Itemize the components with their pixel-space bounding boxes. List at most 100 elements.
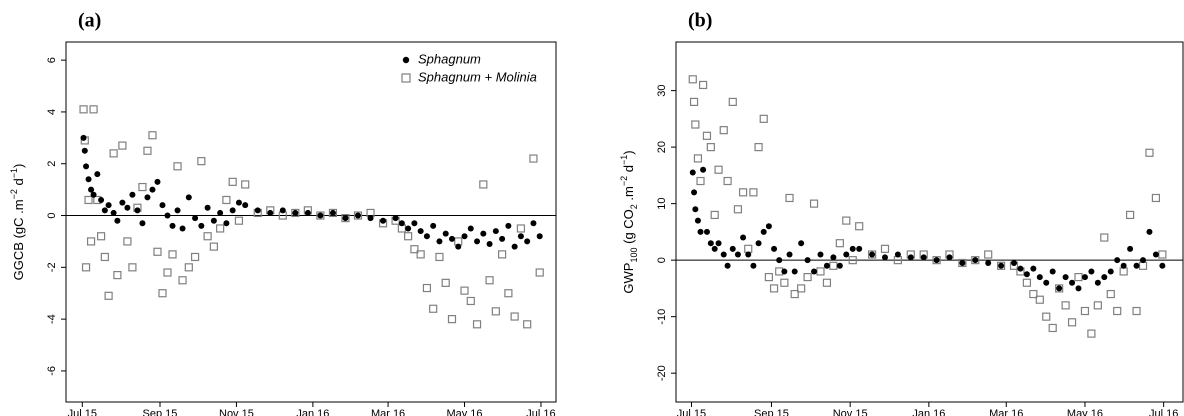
point <box>316 211 325 220</box>
point <box>1126 210 1135 220</box>
point <box>460 286 469 295</box>
y-axis-label-part: (g CO <box>621 209 636 247</box>
point <box>292 209 299 216</box>
point <box>1146 228 1153 235</box>
point <box>829 261 838 270</box>
point <box>1093 301 1102 310</box>
point <box>706 143 715 152</box>
legend-label: Sphagnum <box>418 51 481 66</box>
point <box>85 176 92 183</box>
point <box>84 195 93 205</box>
point <box>410 245 419 254</box>
point <box>724 262 731 269</box>
point <box>849 245 856 252</box>
point <box>88 186 95 193</box>
point <box>485 276 494 285</box>
y-axis-label-part: ) <box>621 150 636 154</box>
y-tick-label: -6 <box>46 366 58 376</box>
x-tick-label: Jul 15 <box>68 408 97 416</box>
point <box>1011 259 1017 266</box>
y-axis-label-part: d <box>11 178 26 189</box>
x-tick-label: Nov 15 <box>219 408 254 416</box>
point <box>197 157 206 166</box>
panel: (b) GWP100 (g CO2 .m−2 d−1) -20 -10 0 10 20 30 J… <box>619 10 1184 416</box>
point <box>203 232 212 241</box>
point <box>744 244 753 253</box>
point <box>1138 261 1148 270</box>
point <box>83 163 90 170</box>
point <box>1158 250 1167 259</box>
point <box>720 251 727 258</box>
point <box>328 208 338 218</box>
point <box>138 182 147 192</box>
point <box>184 263 193 272</box>
point <box>134 207 141 214</box>
y-tick-label: -20 <box>656 365 668 381</box>
point <box>234 216 244 225</box>
panel: (a) GGCB (gC .m−2 d−1) -6 -4 -2 0 2 4 6 Jul 15 Sep… <box>9 10 557 416</box>
point <box>749 188 758 197</box>
point <box>241 180 250 189</box>
point <box>1145 148 1154 157</box>
point <box>855 222 864 231</box>
x-tick-label: Jan 16 <box>912 408 945 416</box>
y-axis-label-part: −2 <box>619 176 629 186</box>
point <box>714 165 723 174</box>
point <box>698 80 708 90</box>
point <box>1049 268 1056 275</box>
point <box>1120 262 1127 269</box>
point <box>817 251 824 258</box>
point <box>354 212 361 219</box>
point <box>80 134 87 141</box>
y-tick-label: -2 <box>46 262 58 272</box>
point <box>745 251 752 258</box>
point <box>693 154 703 163</box>
point <box>769 284 779 293</box>
point <box>719 126 728 135</box>
point <box>423 233 430 240</box>
point <box>153 247 162 256</box>
point <box>697 228 704 235</box>
point <box>523 320 532 329</box>
point <box>907 254 914 261</box>
point <box>1029 289 1038 299</box>
point <box>474 238 481 245</box>
x-tick-label: Jul 16 <box>526 408 555 416</box>
point <box>771 245 778 252</box>
point <box>416 250 425 259</box>
x-tick-label: May 16 <box>1067 408 1103 416</box>
point <box>472 320 482 329</box>
point <box>740 234 747 241</box>
y-tick-label: 10 <box>656 198 668 210</box>
point <box>510 312 519 321</box>
x-tick-label: Sep 15 <box>754 408 789 416</box>
point <box>535 268 544 277</box>
point <box>1017 265 1024 272</box>
point <box>128 263 137 272</box>
point <box>691 120 700 129</box>
y-axis-label-part: −1 <box>619 155 629 165</box>
point <box>880 244 890 253</box>
point <box>702 131 712 140</box>
point <box>933 257 940 264</box>
y-axis-label: GWP100 (g CO2 .m−2 d−1) <box>619 150 639 293</box>
point <box>1087 329 1096 338</box>
point <box>124 204 131 211</box>
point <box>765 223 772 230</box>
y-tick-label: 0 <box>656 257 668 263</box>
point <box>109 149 118 158</box>
point <box>110 209 117 216</box>
point <box>105 202 112 209</box>
x-tick-label: May 16 <box>446 408 482 416</box>
point <box>411 220 418 227</box>
point <box>700 166 707 173</box>
point <box>691 189 698 196</box>
point <box>842 216 851 225</box>
plot-frame <box>675 41 1184 403</box>
point <box>1094 279 1101 286</box>
point <box>759 114 768 123</box>
point <box>1133 262 1140 269</box>
point <box>178 276 187 285</box>
point <box>733 205 743 214</box>
point <box>728 97 737 107</box>
